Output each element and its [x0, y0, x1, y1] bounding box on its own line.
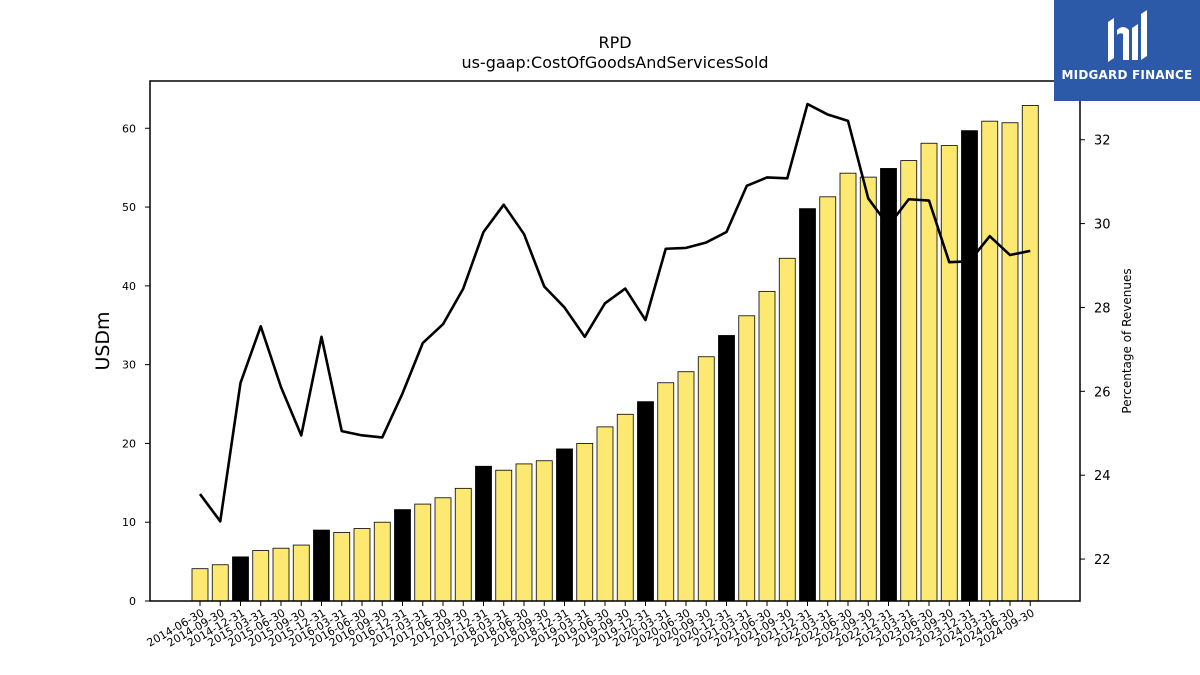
bar — [232, 556, 249, 602]
bar-series — [191, 105, 1039, 602]
bar — [819, 196, 837, 602]
y-right-tick-label: 32 — [1094, 134, 1111, 149]
bar — [859, 176, 877, 602]
y-right-tick-label: 24 — [1094, 469, 1111, 484]
y-right-tick-label: 22 — [1094, 553, 1111, 568]
bar — [596, 426, 614, 602]
logo-text: MIDGARD FINANCE — [1061, 68, 1193, 82]
bar — [434, 497, 452, 602]
bar — [657, 382, 675, 602]
bar — [961, 130, 978, 602]
bar — [677, 371, 695, 602]
x-axis: 2014-06-302014-09-302014-12-312015-03-31… — [145, 601, 1037, 650]
bar — [616, 413, 634, 602]
bar — [211, 564, 229, 602]
bar — [738, 315, 756, 602]
bar — [191, 568, 209, 602]
y-tick-label: 50 — [122, 201, 136, 214]
bar — [758, 290, 776, 602]
bar — [799, 208, 816, 602]
bar — [940, 145, 958, 602]
bar — [778, 257, 796, 602]
bar — [515, 463, 533, 602]
y-tick-label: 40 — [122, 280, 136, 293]
bar — [495, 469, 513, 602]
bar — [394, 509, 411, 602]
midgard-finance-logo: MIDGARD FINANCE — [1054, 0, 1200, 101]
bar — [475, 465, 492, 602]
y-axis-label-right: Percentage of Revenues — [1120, 268, 1134, 413]
y-tick-label: 60 — [122, 122, 136, 135]
bar — [333, 532, 351, 602]
bar — [718, 335, 735, 602]
line-series-path — [198, 102, 1031, 523]
bar — [373, 521, 391, 602]
line-series — [198, 102, 1031, 523]
y-axis-left: 0 10 20 30 40 50 60 — [122, 122, 150, 608]
y-right-tick-label: 28 — [1094, 301, 1111, 316]
bar — [839, 172, 857, 602]
y-axis-right: 22 24 26 28 30 32 — [1080, 134, 1111, 568]
bar — [637, 401, 654, 602]
bar — [414, 503, 432, 602]
bar — [535, 460, 553, 602]
bar — [1021, 105, 1039, 602]
bar — [313, 529, 330, 602]
y-axis-label-left: USDm — [92, 311, 114, 370]
bar — [981, 120, 999, 602]
bar — [900, 160, 918, 602]
bar — [272, 547, 290, 602]
bar — [697, 356, 715, 602]
y-tick-label: 0 — [129, 595, 136, 608]
bar — [292, 544, 310, 602]
y-right-tick-label: 26 — [1094, 385, 1111, 400]
chart-subtitle: us-gaap:CostOfGoodsAndServicesSold — [461, 53, 768, 72]
bar — [252, 550, 270, 602]
logo-mark-icon — [1108, 10, 1147, 62]
y-right-tick-label: 30 — [1094, 218, 1111, 233]
chart-title: RPD — [598, 33, 631, 52]
y-tick-label: 30 — [122, 359, 136, 372]
bar — [353, 528, 371, 602]
bar — [556, 448, 573, 602]
y-tick-label: 10 — [122, 516, 136, 529]
bar — [880, 168, 897, 602]
bar — [576, 443, 594, 602]
plot-frame — [149, 80, 1081, 602]
bar — [920, 142, 938, 602]
bar — [454, 487, 472, 602]
bar — [1001, 122, 1019, 602]
y-tick-label: 20 — [122, 437, 136, 450]
